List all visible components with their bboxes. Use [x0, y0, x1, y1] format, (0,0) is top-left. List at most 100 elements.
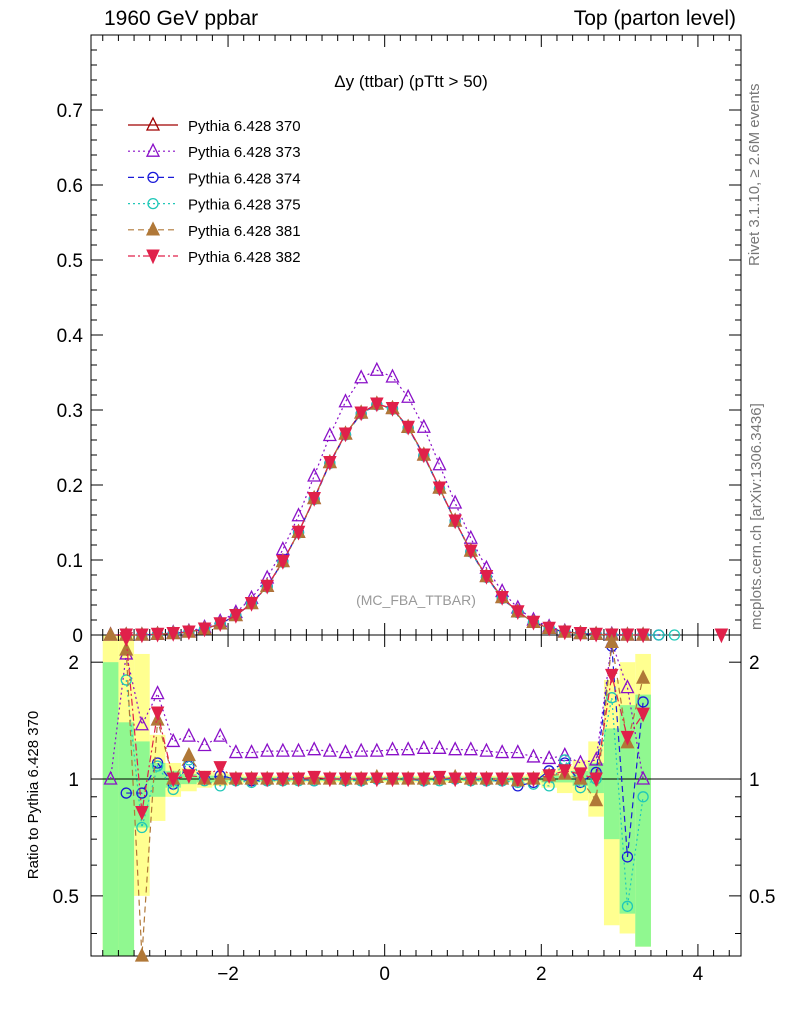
main-point — [307, 467, 322, 482]
ratio-series-2 — [120, 674, 649, 912]
ratio-point — [182, 769, 196, 784]
ratio-point — [416, 739, 431, 754]
ratio-point — [636, 669, 651, 684]
legend-label: Pythia 6.428 370 — [188, 118, 301, 135]
ratio-band-green — [102, 662, 119, 956]
ratio-point — [511, 772, 525, 788]
ratio-point — [401, 772, 415, 788]
ratio-point — [276, 772, 290, 788]
main-title: Δy (ttbar) (pTtt > 50) — [334, 72, 488, 91]
watermark: (MC_FBA_TTBAR) — [356, 592, 476, 608]
main-point — [653, 629, 665, 641]
main-point — [558, 625, 572, 641]
ratio-point — [620, 730, 635, 746]
ratio-point — [135, 805, 149, 821]
main-point — [260, 579, 274, 595]
ratio-series-1 — [120, 640, 649, 863]
main-ytick-label: 0.7 — [57, 101, 83, 122]
ratio-point — [197, 737, 212, 752]
legend-marker — [147, 197, 159, 210]
ratio-point — [291, 772, 306, 788]
ratio-point — [307, 741, 322, 756]
legend-label: Pythia 6.428 375 — [188, 197, 301, 214]
ratio-point — [103, 770, 118, 785]
main-point — [401, 388, 416, 403]
ratio-band-green — [118, 722, 135, 956]
ratio-point — [479, 742, 494, 757]
main-point — [385, 368, 400, 383]
main-point — [589, 627, 603, 643]
ratio-point — [229, 772, 243, 788]
ratio-point — [636, 707, 650, 723]
ratio-point — [385, 741, 400, 756]
main-point — [103, 626, 118, 641]
main-point — [338, 427, 353, 443]
ratio-ytick-label-right: 1 — [749, 770, 760, 791]
ratio-point — [354, 772, 368, 788]
ratio-series-4 — [119, 632, 650, 821]
main-point — [714, 628, 729, 644]
main-point — [291, 525, 306, 541]
main-ytick-label: 0.6 — [57, 176, 83, 197]
main-point — [229, 609, 243, 624]
main-point — [495, 591, 509, 606]
ratio-point — [448, 741, 463, 756]
main-point — [448, 514, 462, 530]
ratio-point — [338, 772, 353, 788]
ratio-series-line — [125, 638, 644, 813]
legend-marker — [145, 142, 161, 157]
legend-marker — [145, 221, 161, 236]
ratio-point — [479, 772, 494, 788]
ratio-point — [213, 727, 228, 742]
ratio-point — [385, 772, 400, 788]
main-point — [244, 597, 259, 612]
legend-label: Pythia 6.428 373 — [188, 144, 301, 161]
ratio-point — [150, 685, 165, 700]
ratio-point — [542, 749, 557, 765]
ratio-point — [621, 851, 634, 863]
ratio-point — [636, 770, 651, 785]
main-ytick-label: 0.1 — [57, 551, 83, 572]
ratio-point — [589, 792, 604, 807]
ratio-band-green — [635, 694, 651, 947]
main-point — [276, 555, 290, 570]
ratio-ytick-label-right: 2 — [749, 653, 760, 674]
main-point — [401, 420, 415, 436]
ratio-point — [119, 641, 134, 656]
main-point — [479, 570, 494, 585]
main-point — [135, 628, 149, 644]
ratio-point — [621, 900, 634, 912]
ratio-point — [307, 770, 321, 786]
ratio-point — [213, 770, 228, 785]
ratio-point — [605, 668, 619, 684]
ratio-point — [637, 696, 649, 708]
main-series-5 — [119, 397, 729, 644]
main-point — [197, 622, 212, 638]
ratio-point — [370, 772, 384, 788]
ratio-point — [134, 947, 149, 962]
main-point — [369, 361, 384, 376]
main-ytick-label: 0 — [72, 626, 83, 647]
ratio-point — [448, 772, 462, 788]
ratio-xtick-label: 0 — [379, 964, 390, 985]
ratio-point — [606, 692, 618, 704]
main-point — [448, 494, 463, 509]
main-point — [511, 605, 525, 620]
ratio-point — [260, 772, 274, 788]
main-ytick-label: 0.2 — [57, 476, 83, 497]
ratio-point — [120, 674, 132, 686]
ratio-point — [244, 744, 259, 759]
main-point — [182, 625, 196, 641]
main-point — [668, 629, 681, 641]
main-point — [417, 448, 431, 464]
ratio-point — [589, 772, 603, 788]
ratio-point — [495, 744, 510, 759]
legend-marker — [145, 116, 161, 131]
main-series-line — [110, 369, 644, 636]
ratio-ytick-label-left: 1 — [68, 770, 79, 791]
ratio-point — [401, 741, 416, 756]
ratio-point — [604, 633, 619, 648]
ratio-point — [322, 742, 337, 757]
ratio-point — [197, 770, 212, 786]
ratio-xtick-label: 4 — [693, 964, 704, 985]
